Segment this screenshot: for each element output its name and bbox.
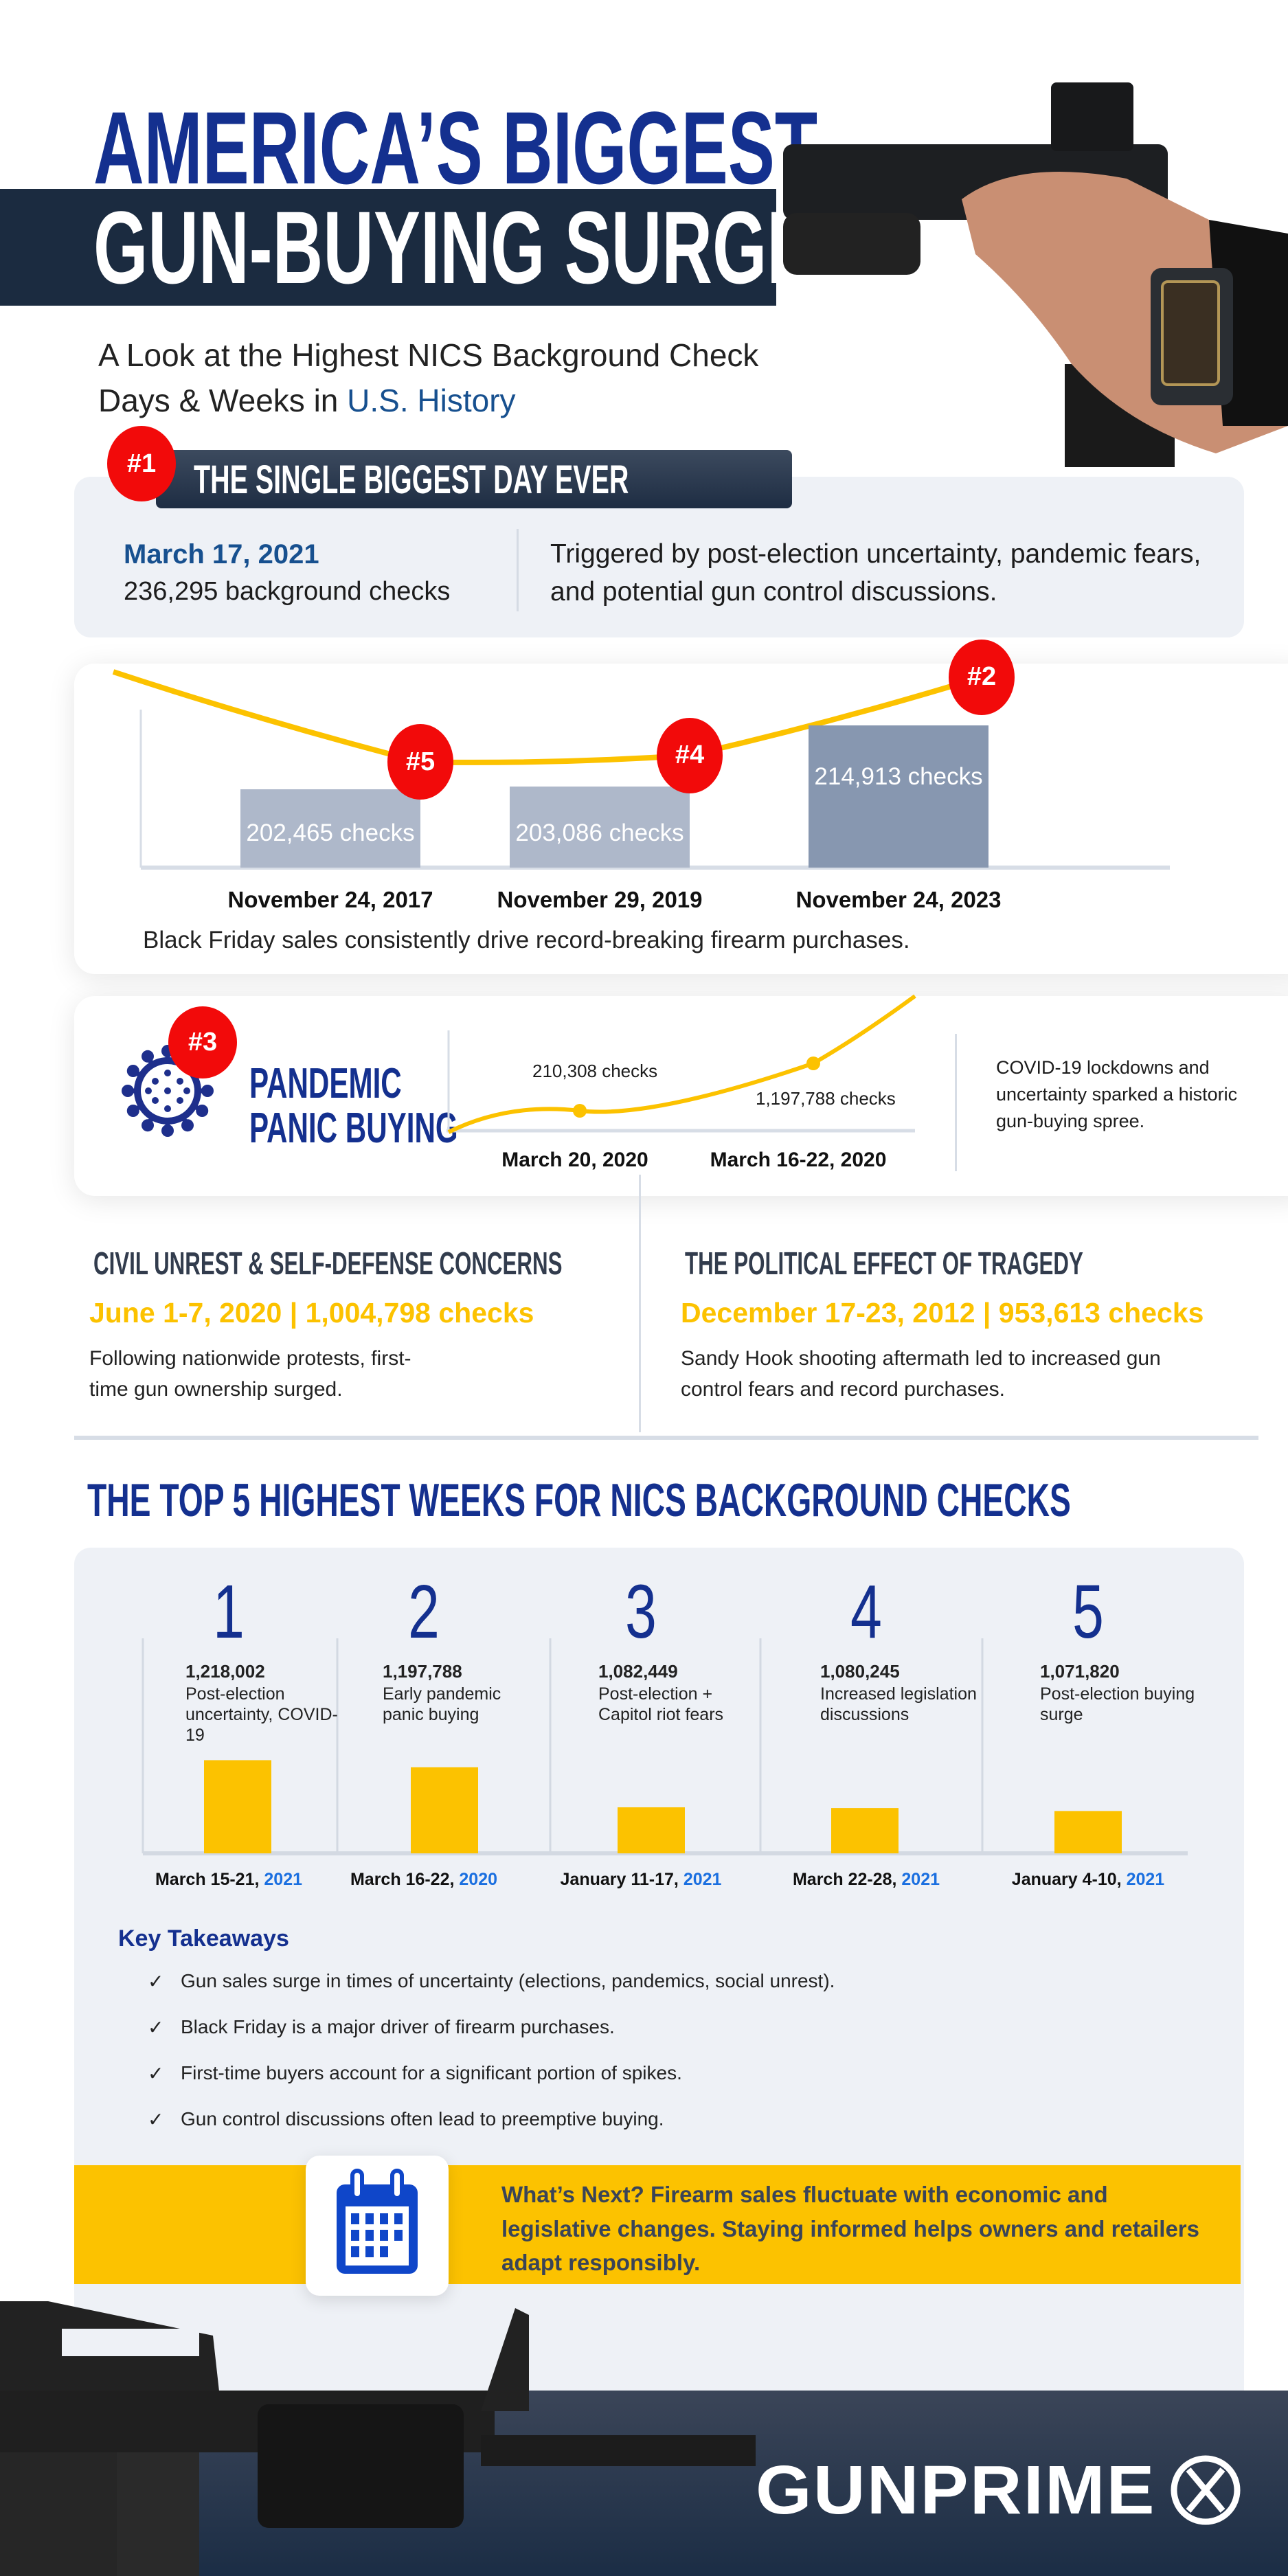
title-line2: GUN-BUYING SURGES [93, 190, 861, 305]
week-description: 1,197,788 Early pandemic panic buying [383, 1661, 541, 1725]
column-highlight: December 17-23, 2012 | 953,613 checks [681, 1297, 1204, 1329]
rank-badge: #4 [657, 717, 723, 793]
calendar-icon-box [306, 2156, 449, 2296]
black-friday-chart: 202,465 checks November 24, 2017 203,086 c… [112, 639, 1171, 912]
bar-label: 202,465 checks [246, 819, 415, 846]
whats-next-text: What’s Next? Firearm sales fluctuate wit… [501, 2182, 1199, 2275]
bar: 214,913 checks [809, 725, 988, 868]
column-body: Sandy Hook shooting aftermath led to inc… [681, 1347, 1161, 1401]
virus-icon [122, 1045, 214, 1137]
pandemic-card [74, 996, 1288, 1196]
single-day-description: Triggered by post-election uncertainty, … [550, 539, 1201, 607]
pistol-hand-image [783, 82, 1288, 467]
single-day-header: THE SINGLE BIGGEST DAY EVER [156, 450, 792, 508]
week-date: January 4-10, 2021 [1011, 1870, 1165, 1889]
week-date: March 22-28, 2021 [792, 1870, 940, 1889]
data-point [806, 1057, 820, 1070]
check-icon: ✓ [148, 2109, 164, 2130]
divider [955, 1034, 957, 1171]
week-value: 1,071,820 [1040, 1661, 1120, 1682]
week-date: March 15-21, 2021 [155, 1870, 303, 1889]
single-day-count: 236,295 background checks [124, 577, 451, 606]
pandemic-title: PANDEMIC PANIC BUYING [249, 1060, 458, 1153]
bar-label: 214,913 checks [814, 762, 983, 790]
takeaways-heading: Key Takeaways [118, 1925, 289, 1952]
takeaway-item: Black Friday is a major driver of firear… [181, 2016, 615, 2037]
rank-badge: #5 [387, 724, 453, 800]
subtitle-line2: Days & Weeks in U.S. History [98, 383, 516, 418]
crosshair-logo-icon [1171, 2455, 1241, 2525]
week-date: March 16-22, 2020 [350, 1870, 498, 1889]
whats-next-banner [74, 2165, 1241, 2284]
column-heading: CIVIL UNREST & SELF-DEFENSE CONCERNS [93, 1245, 563, 1281]
x-tick-label: November 24, 2023 [795, 887, 1002, 912]
bar: 202,465 checks [240, 789, 420, 868]
trend-line [112, 669, 983, 765]
rifle-image [0, 2301, 756, 2576]
column-highlight: June 1-7, 2020 | 1,004,798 checks [89, 1297, 534, 1329]
week-date: January 11-17, 2021 [560, 1870, 722, 1889]
takeaway-item: First-time buyers account for a signific… [181, 2062, 682, 2083]
rank-badge: #1 [107, 426, 176, 501]
bar: 203,086 checks [510, 786, 690, 868]
rank-number: 2 [408, 1570, 440, 1654]
week-value: 1,082,449 [598, 1661, 678, 1682]
check-icon: ✓ [148, 2017, 164, 2038]
bar-label: 203,086 checks [515, 819, 684, 846]
divider [74, 1436, 1258, 1440]
week-value: 1,080,245 [820, 1661, 900, 1682]
column-body: Following nationwide protests, first-tim… [89, 1347, 411, 1401]
week-description: 1,071,820 Post-election buying surge [1040, 1661, 1198, 1725]
point-label: 1,197,788 checks [756, 1088, 896, 1109]
top5-heading: THE TOP 5 HIGHEST WEEKS FOR NICS BACKGRO… [87, 1474, 1071, 1526]
week-description: 1,218,002 Post-election uncertainty, COVI… [185, 1661, 343, 1745]
week-description: 1,082,449 Post-election + Capitol riot fe… [598, 1661, 756, 1725]
week-description: 1,080,245 Increased legislation discussio… [820, 1661, 978, 1725]
pandemic-chart [447, 994, 916, 1134]
check-icon: ✓ [148, 1971, 164, 1992]
divider [517, 529, 519, 611]
point-label: 210,308 checks [532, 1061, 658, 1081]
x-tick-label: March 20, 2020 [501, 1149, 648, 1171]
column-heading: THE POLITICAL EFFECT OF TRAGEDY [685, 1245, 1083, 1281]
x-tick-label: March 16-22, 2020 [710, 1149, 887, 1171]
x-tick-label: November 24, 2017 [227, 887, 433, 912]
gunprime-logo: GUNPRIME [756, 2452, 1156, 2529]
pandemic-description: COVID-19 lockdowns and uncertainty spark… [996, 1057, 1238, 1132]
title-line1: AMERICA’S BIGGEST [93, 90, 818, 205]
takeaway-item: Gun sales surge in times of uncertainty … [181, 1970, 835, 1991]
rank-number: 1 [213, 1570, 245, 1654]
single-day-date: March 17, 2021 [124, 539, 319, 569]
trend-line [447, 994, 916, 1134]
data-point [573, 1104, 587, 1118]
rank-badge: #2 [949, 639, 1015, 715]
rank-number: 5 [1072, 1570, 1104, 1654]
subtitle-line1: A Look at the Highest NICS Background Ch… [98, 337, 759, 373]
divider [639, 1175, 641, 1432]
week-value: 1,197,788 [383, 1661, 462, 1682]
takeaway-item: Gun control discussions often lead to pr… [181, 2108, 664, 2129]
week-value: 1,218,002 [185, 1661, 265, 1682]
calendar-icon [337, 2169, 418, 2274]
title-band [0, 189, 776, 306]
x-tick-label: November 29, 2019 [497, 887, 703, 912]
rank-number: 3 [625, 1570, 657, 1654]
rank-number: 4 [850, 1570, 882, 1654]
rank-badge: #3 [168, 1006, 237, 1078]
check-icon: ✓ [148, 2063, 164, 2084]
subtitle-highlight: U.S. History [347, 383, 516, 418]
black-friday-caption: Black Friday sales consistently drive re… [143, 927, 910, 953]
